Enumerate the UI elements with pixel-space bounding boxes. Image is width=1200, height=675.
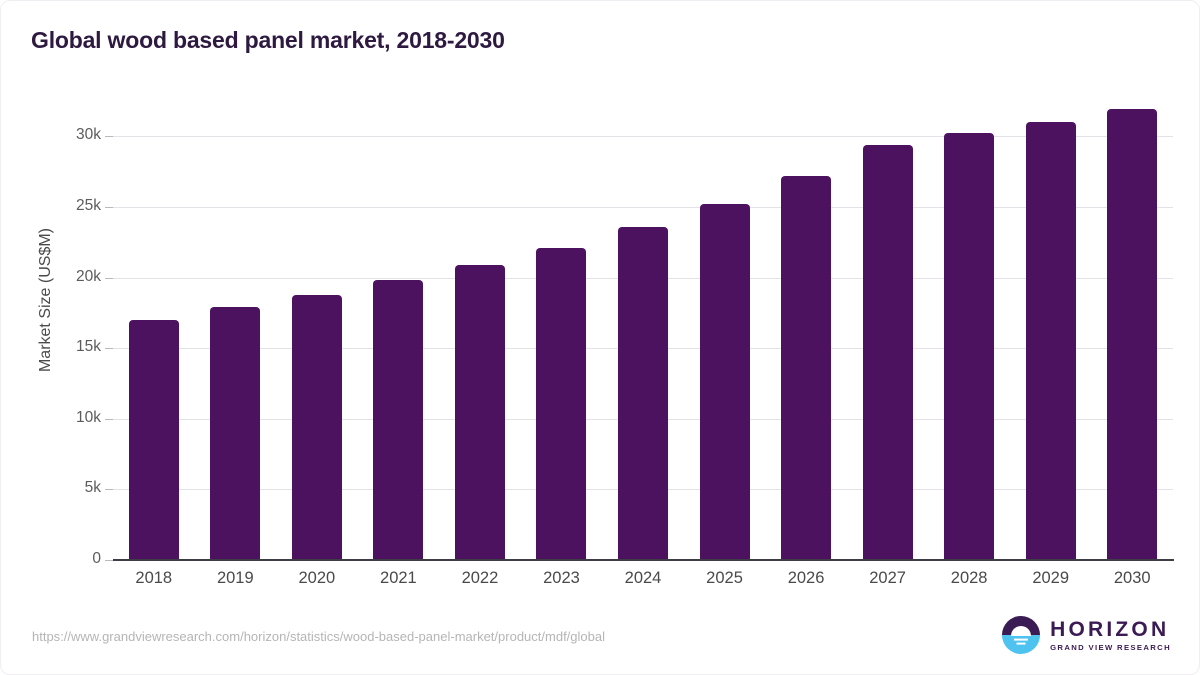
bar[interactable] xyxy=(618,226,668,560)
bar[interactable] xyxy=(210,307,261,560)
x-axis-tick-label: 2018 xyxy=(135,569,173,587)
y-axis-tick-mark xyxy=(105,560,113,561)
bar[interactable] xyxy=(454,264,505,560)
y-axis-tick-label: 30k xyxy=(76,126,101,144)
y-axis-tick-label: 0 xyxy=(92,550,101,567)
x-axis-tick-label: 2020 xyxy=(298,569,336,587)
x-axis-tick-label: 2026 xyxy=(787,569,825,587)
x-axis-tick-label: 2021 xyxy=(380,569,417,587)
x-axis-tick-label: 2019 xyxy=(216,569,254,587)
x-axis-tick-label: 2029 xyxy=(1032,569,1070,587)
logo-subtitle: GRAND VIEW RESEARCH xyxy=(1050,642,1171,652)
y-axis-tick-mark xyxy=(105,489,113,491)
y-axis-tick-layer: 0 5k 10k 15k 20k 25k 30k xyxy=(1,1,1199,601)
page-title: Global wood based panel market, 2018-203… xyxy=(31,27,505,53)
x-axis-line xyxy=(113,559,1174,561)
x-axis-tick-label: 2030 xyxy=(1113,569,1151,587)
bar[interactable] xyxy=(1025,122,1076,560)
y-axis-tick-mark xyxy=(105,277,113,279)
bar[interactable] xyxy=(862,144,913,560)
x-axis-tick-label: 2023 xyxy=(543,569,580,587)
x-axis-tick-label: 2025 xyxy=(706,569,743,587)
y-axis-tick-label: 5k xyxy=(84,479,101,497)
bar[interactable] xyxy=(781,175,832,560)
y-axis-tick-mark xyxy=(105,206,113,208)
bar-series xyxy=(113,101,1173,560)
plot-area xyxy=(113,101,1174,561)
gridline xyxy=(113,206,1173,208)
bar[interactable] xyxy=(944,133,995,560)
bar[interactable] xyxy=(699,204,750,560)
bar[interactable] xyxy=(291,294,342,560)
y-axis-tick-label: 20k xyxy=(76,267,101,285)
x-axis-tick-label: 2027 xyxy=(869,569,906,587)
y-axis-tick-label: 15k xyxy=(76,338,101,356)
y-axis-tick-mark xyxy=(105,418,113,420)
bar[interactable] xyxy=(536,247,587,560)
y-axis-tick-mark xyxy=(105,348,113,350)
x-axis-tick-label: 2022 xyxy=(461,569,499,587)
gridline xyxy=(113,136,1173,138)
logo-wordmark: HORIZON xyxy=(1050,617,1170,641)
source-url[interactable]: https://www.grandviewresearch.com/horizo… xyxy=(32,629,605,644)
bar[interactable] xyxy=(1107,109,1158,560)
chart-plot-wrapper: Market Size (US$M) 0 5k 10k 15k 20k 25k 30k 20… xyxy=(1,1,1199,601)
y-axis-tick-label: 10k xyxy=(76,408,101,426)
bar[interactable] xyxy=(128,319,179,560)
x-axis-tick-label: 2028 xyxy=(950,569,988,587)
y-axis-tick-label: 25k xyxy=(76,196,101,214)
bar[interactable] xyxy=(373,280,424,560)
x-axis-tick-label: 2024 xyxy=(624,569,662,587)
y-axis-tick-mark xyxy=(105,136,113,138)
horizon-sun-circle-icon xyxy=(1001,615,1041,655)
logo-text: HORIZON GRAND VIEW RESEARCH xyxy=(1050,619,1171,652)
horizon-logo[interactable]: HORIZON GRAND VIEW RESEARCH xyxy=(1001,615,1171,655)
